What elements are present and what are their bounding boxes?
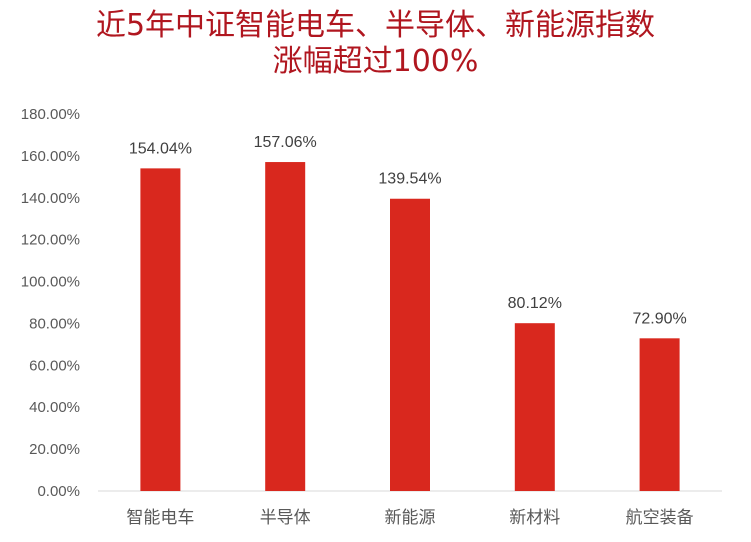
x-tick-label: 新材料 [509,508,560,528]
y-tick-label: 120.00% [21,232,80,249]
y-tick-label: 60.00% [29,357,80,374]
bar [140,168,181,492]
y-tick-label: 80.00% [29,315,80,332]
data-label: 80.12% [508,295,562,312]
bar [265,162,306,491]
x-tick-label: 半导体 [260,508,311,528]
y-tick-label: 20.00% [29,441,80,458]
x-tick-label: 智能电车 [126,508,194,528]
data-label: 139.54% [378,171,441,188]
y-tick-label: 140.00% [21,190,80,207]
bar [514,323,555,491]
bar [390,198,430,492]
y-tick-label: 40.00% [29,399,80,416]
x-tick-label: 新能源 [385,508,436,528]
chart-title: 近5年中证智能电车、半导体、新能源指数 涨幅超过100% [95,8,656,79]
data-label: 154.04% [129,140,192,157]
y-tick-label: 160.00% [21,148,80,165]
bar [639,338,680,491]
y-tick-label: 100.00% [21,274,80,291]
data-label: 157.06% [254,134,317,151]
data-label: 72.90% [632,310,686,327]
x-tick-label: 航空装备 [626,508,694,528]
y-tick-label: 0.00% [37,483,80,500]
y-tick-label: 180.00% [21,106,80,123]
